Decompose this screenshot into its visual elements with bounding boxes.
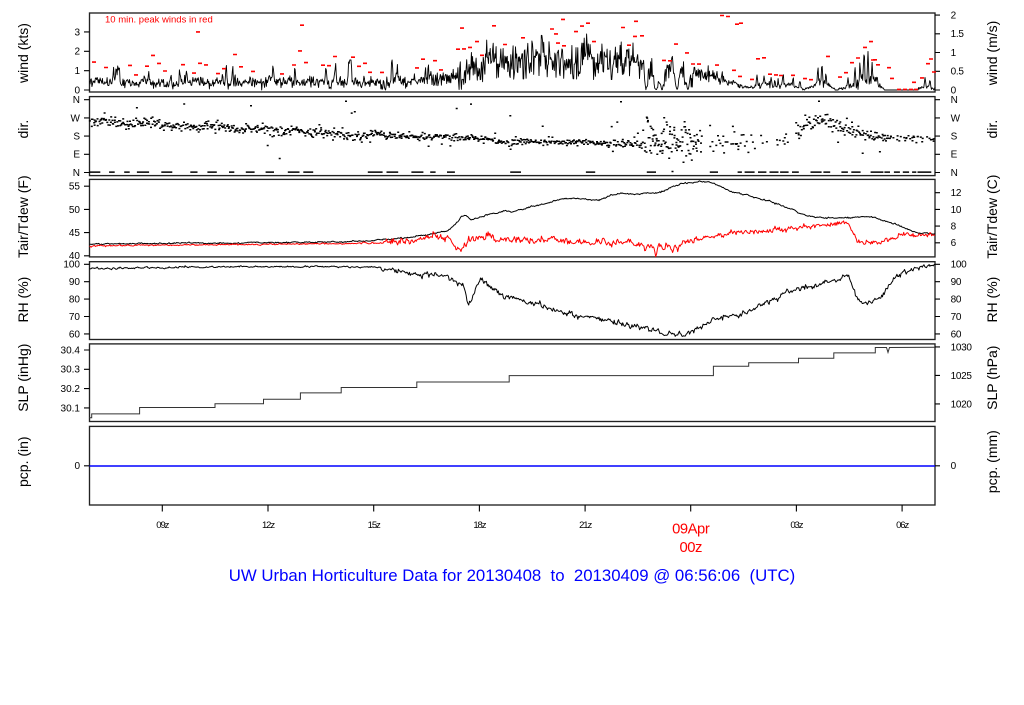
svg-text:dir.: dir. [15, 120, 31, 139]
svg-text:60: 60 [951, 329, 962, 340]
svg-text:09z: 09z [156, 520, 169, 531]
svg-text:UW Urban Horticulture Data for: UW Urban Horticulture Data for 20130408 … [229, 566, 795, 585]
svg-text:W: W [71, 113, 81, 124]
svg-text:09Apr: 09Apr [672, 522, 710, 538]
svg-text:80: 80 [951, 295, 962, 306]
svg-text:3: 3 [74, 27, 80, 38]
svg-text:21z: 21z [579, 520, 592, 531]
svg-text:10: 10 [951, 205, 962, 216]
svg-text:1: 1 [74, 66, 80, 77]
svg-text:1020: 1020 [951, 399, 973, 410]
svg-text:40: 40 [69, 251, 81, 262]
svg-text:wind (m/s): wind (m/s) [984, 21, 1000, 87]
svg-text:E: E [73, 150, 80, 161]
svg-text:Tair/Tdew (C): Tair/Tdew (C) [984, 175, 1000, 259]
svg-text:1025: 1025 [951, 371, 973, 382]
svg-text:0: 0 [951, 85, 957, 96]
svg-text:wind (kts): wind (kts) [15, 23, 31, 84]
svg-text:90: 90 [69, 277, 81, 288]
svg-text:2: 2 [74, 47, 80, 58]
svg-text:12z: 12z [262, 520, 275, 531]
svg-text:0: 0 [74, 85, 80, 96]
svg-text:N: N [73, 168, 80, 179]
svg-text:03z: 03z [790, 520, 803, 531]
svg-text:0: 0 [74, 461, 80, 472]
svg-text:55: 55 [69, 182, 81, 193]
svg-text:50: 50 [69, 205, 81, 216]
svg-text:N: N [951, 168, 958, 179]
svg-text:60: 60 [69, 329, 81, 340]
svg-text:N: N [951, 95, 958, 106]
svg-text:SLP (inHg): SLP (inHg) [15, 344, 31, 412]
svg-text:12: 12 [951, 188, 962, 199]
svg-text:1: 1 [951, 48, 957, 59]
svg-text:2: 2 [951, 11, 957, 22]
svg-text:RH (%): RH (%) [984, 277, 1000, 323]
svg-text:18z: 18z [473, 520, 486, 531]
svg-text:S: S [73, 132, 80, 143]
svg-text:30.4: 30.4 [61, 345, 81, 356]
svg-text:45: 45 [69, 228, 81, 239]
svg-text:W: W [951, 113, 961, 124]
svg-text:90: 90 [951, 277, 962, 288]
svg-text:80: 80 [69, 295, 81, 306]
svg-text:100: 100 [951, 260, 968, 271]
svg-text:pcp. (in): pcp. (in) [15, 436, 31, 487]
svg-text:6: 6 [951, 238, 957, 249]
svg-text:70: 70 [69, 312, 81, 323]
svg-text:00z: 00z [679, 540, 702, 556]
svg-text:1030: 1030 [951, 342, 973, 353]
svg-text:30.1: 30.1 [61, 403, 81, 414]
svg-text:15z: 15z [368, 520, 381, 531]
svg-text:30.3: 30.3 [61, 365, 81, 376]
svg-text:0: 0 [951, 461, 957, 472]
svg-text:0.5: 0.5 [951, 67, 965, 78]
svg-text:S: S [951, 132, 958, 143]
svg-text:Tair/Tdew (F): Tair/Tdew (F) [15, 175, 31, 257]
svg-text:E: E [951, 150, 958, 161]
svg-text:8: 8 [951, 222, 957, 233]
svg-text:RH (%): RH (%) [15, 277, 31, 323]
svg-text:pcp. (mm): pcp. (mm) [984, 430, 1000, 493]
svg-text:1.5: 1.5 [951, 29, 965, 40]
svg-text:70: 70 [951, 312, 962, 323]
svg-text:dir.: dir. [984, 120, 1000, 139]
svg-text:SLP (hPa): SLP (hPa) [984, 346, 1000, 410]
svg-text:100: 100 [63, 260, 80, 271]
svg-text:10 min. peak winds in red: 10 min. peak winds in red [105, 15, 213, 26]
svg-text:N: N [73, 95, 80, 106]
svg-text:30.2: 30.2 [61, 384, 81, 395]
svg-text:06z: 06z [896, 520, 909, 531]
